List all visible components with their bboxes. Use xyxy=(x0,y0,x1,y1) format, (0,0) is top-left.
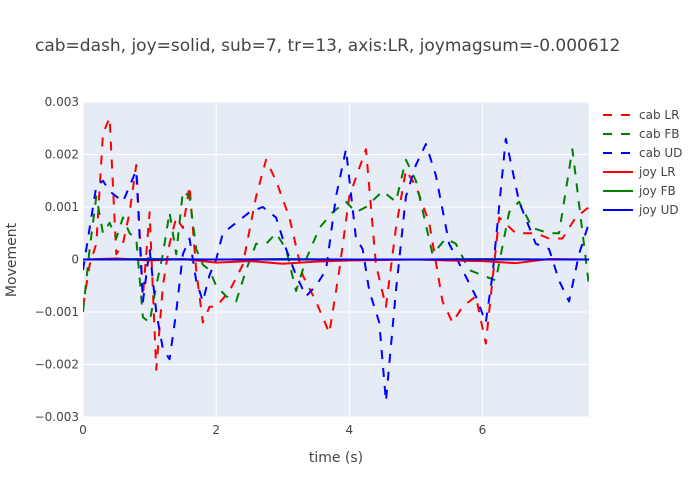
legend-item-cab-fb: cab FB xyxy=(639,127,680,141)
legend: cab LR cab FB cab UD joy LR joy FB joy UD xyxy=(603,108,682,217)
x-tick-label: 2 xyxy=(212,423,220,437)
series-line-cab-lr xyxy=(83,116,589,371)
series-group xyxy=(83,116,589,403)
legend-item-cab-ud: cab UD xyxy=(639,146,682,160)
x-axis-label: time (s) xyxy=(309,450,363,466)
y-tick-label: 0 xyxy=(71,253,79,267)
y-axis-label: Movement xyxy=(4,222,20,297)
series-line-cab-ud xyxy=(83,137,589,403)
y-tick-label: 0.001 xyxy=(45,200,79,214)
x-tick-label: 0 xyxy=(79,423,87,437)
x-axis-ticks: 0 2 4 6 xyxy=(79,423,486,437)
y-tick-label: −0.001 xyxy=(35,305,79,319)
y-tick-label: 0.003 xyxy=(45,95,79,109)
x-tick-label: 6 xyxy=(479,423,487,437)
legend-item-joy-fb: joy FB xyxy=(638,184,676,198)
y-tick-label: 0.002 xyxy=(45,148,79,162)
legend-item-joy-ud: joy UD xyxy=(638,203,679,217)
legend-item-cab-lr: cab LR xyxy=(639,108,679,122)
series-line-cab-fb xyxy=(83,148,589,324)
chart-title: cab=dash, joy=solid, sub=7, tr=13, axis:… xyxy=(35,36,620,56)
y-tick-label: −0.003 xyxy=(35,410,79,424)
legend-item-joy-lr: joy LR xyxy=(638,165,676,179)
x-tick-label: 4 xyxy=(345,423,353,437)
y-axis-ticks: −0.003 −0.002 −0.001 0 0.001 0.002 0.003 xyxy=(35,95,79,424)
y-tick-label: −0.002 xyxy=(35,358,79,372)
